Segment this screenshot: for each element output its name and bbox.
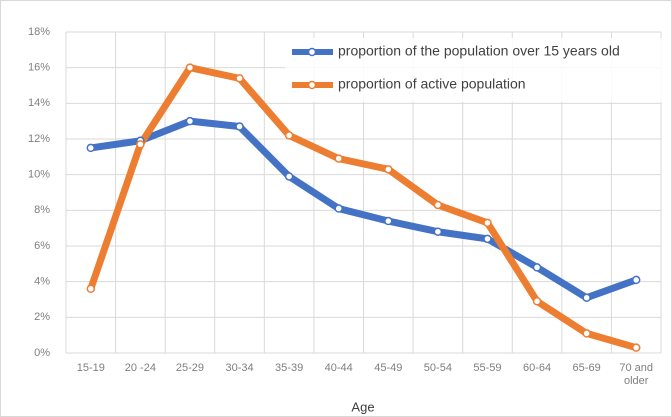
point-marker [631,343,641,352]
x-tick-label: 25-29 [175,362,205,374]
point-marker [483,234,492,244]
y-tick-label: 18% [28,26,50,38]
point-marker [582,329,591,338]
point-marker [384,165,393,174]
point-marker [334,154,343,163]
y-tick-label: 10% [28,169,50,181]
x-tick-label: 15-19 [76,362,105,374]
legend-label: proportion of the population over 15 yea… [338,43,620,59]
point-marker [631,275,641,285]
legend-marker [307,80,317,90]
y-tick-label: 16% [28,62,50,74]
series-line [90,117,638,302]
legend-box [285,38,665,102]
point-marker [483,218,492,228]
y-tick-label: 14% [28,97,50,109]
point-marker [86,143,96,153]
series-line [87,64,638,352]
legend-marker [307,47,317,57]
point-marker [582,293,591,302]
y-tick-label: 8% [34,204,50,216]
x-tick-label: 65-69 [572,362,601,374]
x-tick-label: 40-44 [324,362,353,374]
y-tick-label: 12% [28,133,50,145]
x-tick-label: 20 -24 [124,362,156,374]
y-tick-label: 6% [34,240,50,252]
y-tick-label: 2% [34,311,50,323]
y-tick-label: 0% [34,347,50,359]
x-tick-label: 50-54 [423,362,452,374]
point-marker [136,140,145,149]
x-tick-label: 60-64 [522,362,552,374]
point-marker [384,216,393,226]
point-marker [532,297,542,306]
x-tick-label: 45-49 [374,362,403,374]
point-marker [284,131,294,140]
point-marker [185,116,195,126]
x-tick-label: 55-59 [473,362,502,374]
point-marker [235,74,244,83]
point-marker [235,122,244,131]
legend-label: proportion of active population [338,76,526,92]
y-tick-label: 4% [34,276,50,288]
point-marker [532,263,542,272]
point-marker [334,204,343,213]
x-tick-label: 70 and older [619,362,654,387]
point-marker [433,227,443,236]
point-marker [86,284,96,294]
point-marker [185,63,195,72]
point-marker [284,172,294,181]
x-tick-label: 35-39 [275,362,304,374]
x-tick-label: 30-34 [225,362,254,374]
x-axis-title: Age [351,399,374,414]
point-marker [433,200,443,210]
